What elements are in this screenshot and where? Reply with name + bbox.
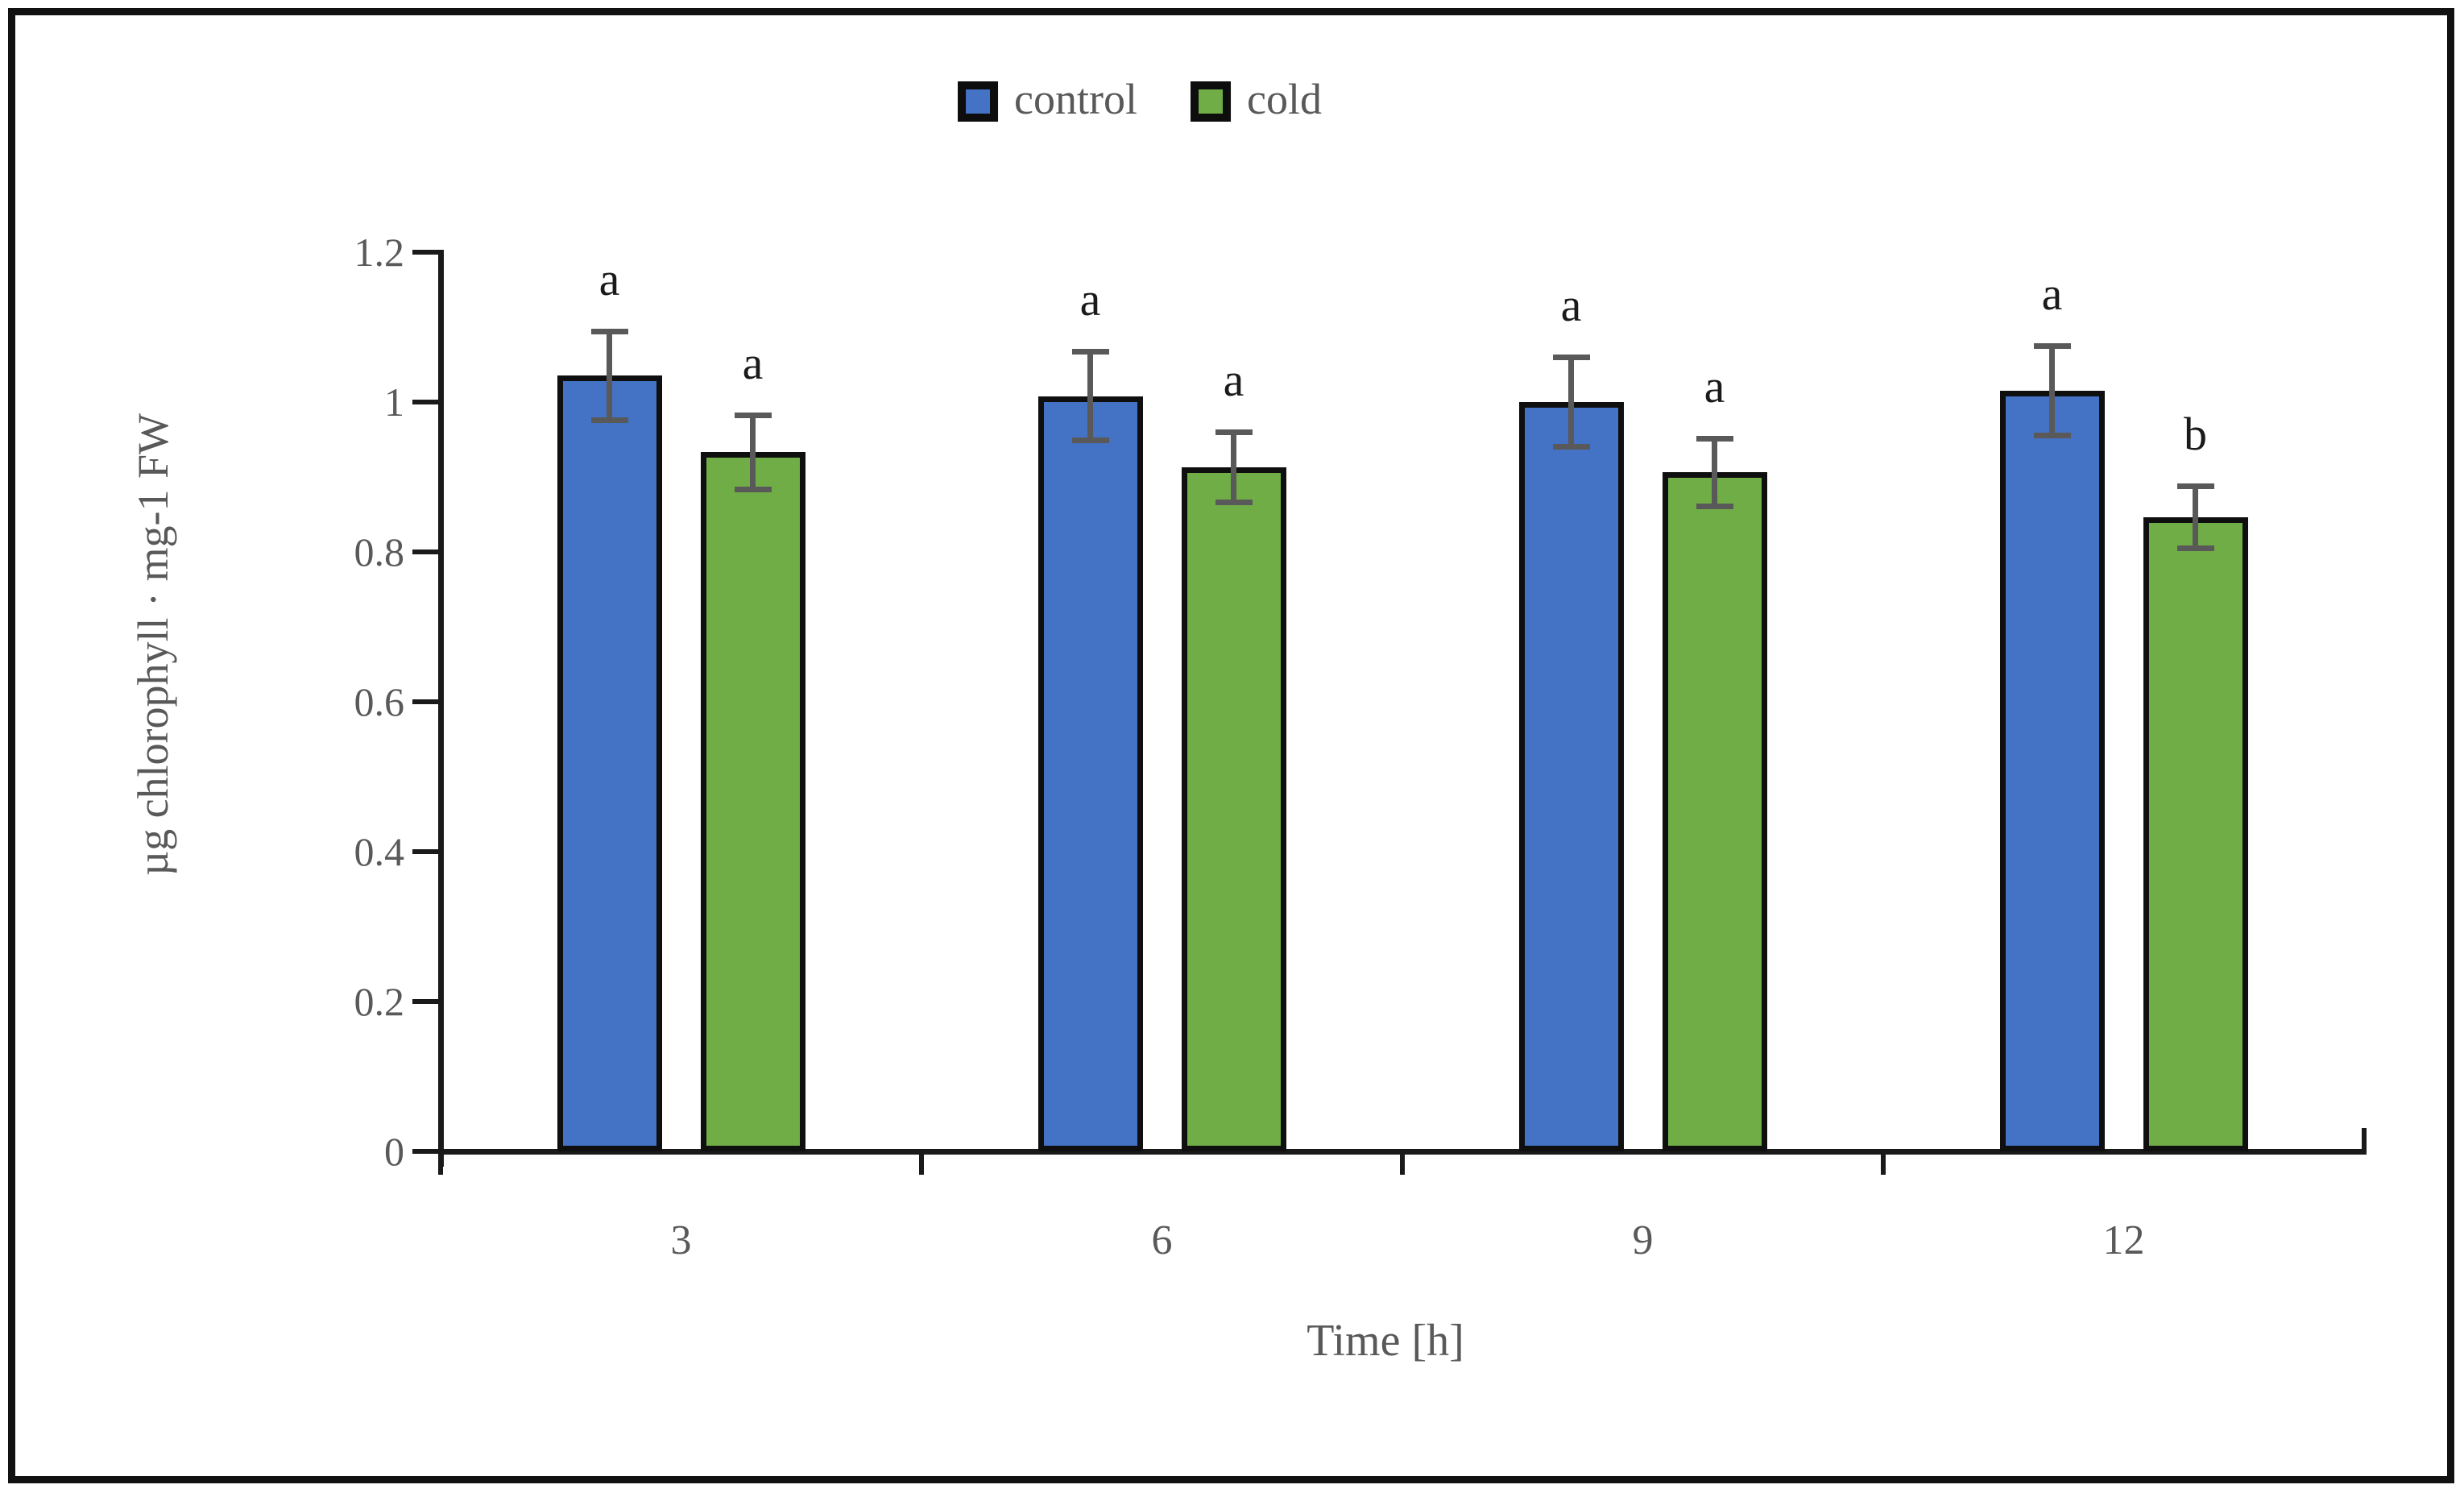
sig-letter-cold-6h: a	[1223, 354, 1244, 407]
x-tick-mark	[438, 1154, 443, 1175]
legend-item-cold: cold	[1190, 75, 1322, 126]
sig-letter-control-6h: a	[1079, 272, 1101, 326]
y-axis-title: µg chlorophyll · mg-1 FW	[129, 413, 177, 877]
y-tick-mark	[412, 400, 438, 404]
error-bar-cold-6h	[1231, 432, 1236, 503]
sig-letter-cold-12h: b	[2184, 408, 2207, 461]
error-bar-cap-top	[1215, 429, 1253, 436]
y-tick-label: 0.2	[354, 979, 405, 1024]
bar-control-9h	[1518, 402, 1624, 1151]
x-axis-line	[438, 1149, 2367, 1155]
x-tick-label: 3	[670, 1217, 692, 1263]
error-bar-cap-top	[1696, 435, 1733, 442]
y-tick-mark	[412, 1149, 438, 1154]
cold-swatch-icon	[1190, 81, 1231, 122]
error-bar-cold-3h	[750, 414, 756, 490]
y-tick-mark	[412, 250, 438, 255]
error-bar-control-6h	[1087, 350, 1093, 442]
x-tick-label: 9	[1632, 1217, 1654, 1263]
x-tick-label: 12	[2102, 1217, 2145, 1263]
y-axis-line	[438, 250, 444, 1167]
sig-letter-control-12h: a	[2041, 267, 2063, 321]
error-bar-cap-top	[2176, 483, 2214, 490]
error-bar-cap-bottom	[1215, 499, 1253, 505]
x-axis-title: Time [h]	[1307, 1316, 1464, 1366]
y-tick-label: 0.8	[354, 529, 405, 574]
sig-letter-cold-3h: a	[742, 336, 764, 389]
x-tick-mark	[2362, 1128, 2367, 1149]
bar-control-3h	[557, 375, 662, 1151]
y-tick-label: 1.2	[354, 230, 405, 275]
error-bar-cap-bottom	[2176, 545, 2214, 552]
bar-cold-9h	[1662, 472, 1767, 1151]
bar-cold-6h	[1181, 467, 1286, 1151]
error-bar-cap-top	[734, 412, 772, 418]
sig-letter-cold-9h: a	[1704, 359, 1725, 413]
y-tick-label: 0.4	[354, 829, 405, 874]
error-bar-cold-9h	[1712, 438, 1717, 508]
error-bar-control-12h	[2049, 346, 2055, 436]
sig-letter-control-3h: a	[598, 252, 620, 305]
y-tick-label: 1	[384, 379, 404, 425]
error-bar-cap-top	[1552, 355, 1590, 361]
bar-cold-3h	[700, 452, 805, 1151]
y-tick-mark	[412, 849, 438, 854]
error-bar-cap-top	[1071, 348, 1109, 355]
error-bar-control-9h	[1568, 357, 1574, 447]
x-tick-mark	[1400, 1154, 1405, 1175]
y-tick-mark	[412, 999, 438, 1004]
error-bar-cap-bottom	[590, 417, 628, 424]
error-bar-cap-bottom	[734, 486, 772, 492]
y-tick-mark	[412, 550, 438, 554]
bar-control-6h	[1037, 396, 1143, 1151]
sig-letter-control-9h: a	[1560, 279, 1582, 332]
x-tick-label: 6	[1151, 1217, 1173, 1263]
error-bar-cap-bottom	[2033, 432, 2071, 438]
x-tick-mark	[919, 1154, 924, 1175]
error-bar-cap-top	[2033, 343, 2071, 350]
legend: control cold	[958, 77, 1322, 126]
error-bar-cap-bottom	[1552, 443, 1590, 450]
error-bar-cap-bottom	[1696, 504, 1733, 510]
error-bar-control-3h	[607, 330, 612, 421]
y-tick-mark	[412, 699, 438, 704]
error-bar-cap-bottom	[1071, 438, 1109, 444]
legend-label-control: control	[1014, 75, 1137, 123]
legend-label-cold: cold	[1246, 75, 1322, 123]
bar-cold-12h	[2143, 517, 2248, 1151]
y-tick-label: 0	[384, 1129, 404, 1174]
legend-item-control: control	[958, 77, 1137, 126]
error-bar-cold-12h	[2193, 486, 2198, 550]
bar-control-12h	[1999, 391, 2105, 1151]
error-bar-cap-top	[590, 328, 628, 334]
control-swatch-icon	[958, 81, 999, 122]
x-tick-mark	[1881, 1154, 1886, 1175]
y-tick-label: 0.6	[354, 679, 405, 724]
